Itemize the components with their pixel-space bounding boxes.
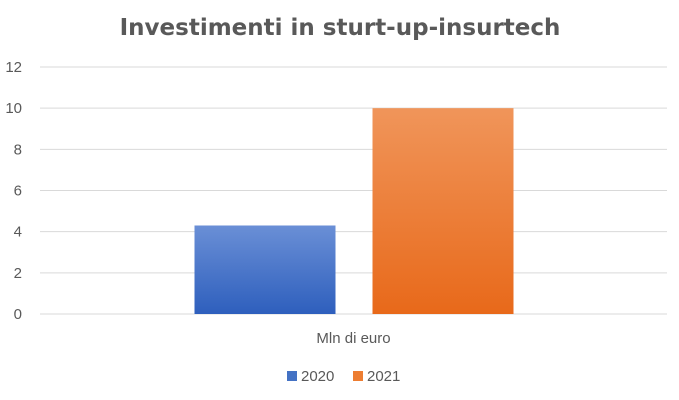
y-tick-label: 6 bbox=[14, 183, 22, 200]
y-tick-label: 12 bbox=[5, 59, 22, 76]
legend: 2020 2021 bbox=[287, 368, 400, 385]
legend-swatch-2021 bbox=[353, 371, 363, 381]
legend-swatch-2020 bbox=[287, 371, 297, 381]
y-axis: 0 2 4 6 8 10 12 bbox=[5, 59, 22, 323]
bar-2021[interactable] bbox=[372, 108, 514, 315]
legend-label-2021: 2021 bbox=[367, 368, 400, 385]
y-tick-label: 4 bbox=[14, 224, 22, 241]
y-tick-label: 2 bbox=[14, 265, 22, 282]
legend-label-2020: 2020 bbox=[301, 368, 334, 385]
chart-title: Investimenti in sturt-up-insurtech bbox=[120, 15, 561, 41]
bars bbox=[194, 108, 514, 315]
y-tick-label: 10 bbox=[5, 100, 22, 117]
x-axis: Mln di euro bbox=[316, 330, 390, 347]
x-category-label: Mln di euro bbox=[316, 330, 390, 347]
y-tick-label: 0 bbox=[14, 306, 22, 323]
y-tick-label: 8 bbox=[14, 141, 22, 158]
gridlines bbox=[40, 66, 667, 315]
bar-2020[interactable] bbox=[194, 225, 336, 314]
